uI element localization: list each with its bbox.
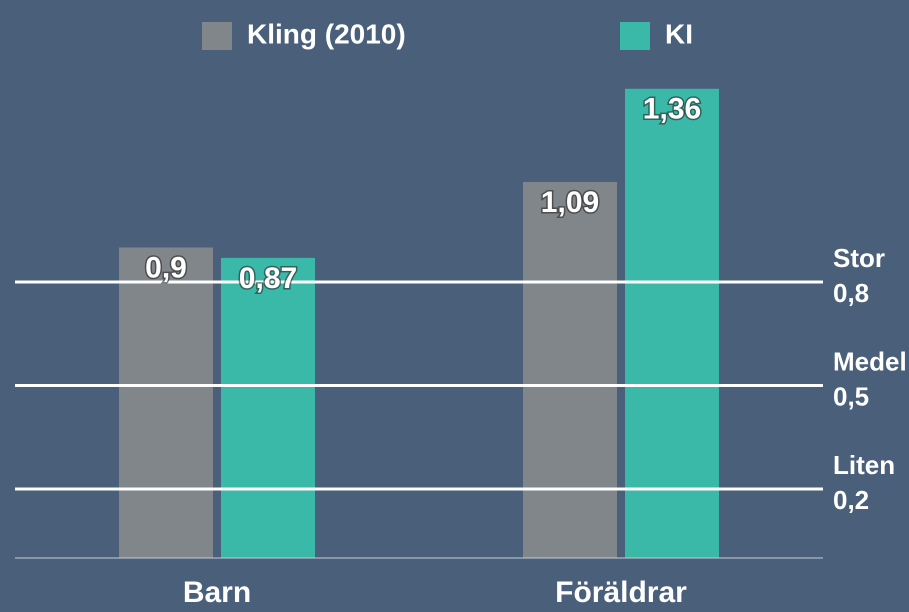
x-tick-label: Föräldrar	[555, 576, 687, 609]
value-label: 0,9	[145, 251, 187, 284]
reference-name: Medel	[833, 346, 907, 376]
reference-value: 0,2	[833, 485, 869, 515]
legend-swatch	[202, 22, 232, 50]
bar	[523, 181, 617, 558]
reference-value: 0,8	[833, 278, 869, 308]
value-label: 0,87	[239, 262, 297, 295]
reference-name: Stor	[833, 243, 885, 273]
bar	[221, 257, 315, 558]
reference-name: Liten	[833, 450, 895, 480]
legend-swatch	[620, 22, 650, 50]
legend-label: KI	[665, 18, 693, 49]
legend-label: Kling (2010)	[247, 18, 406, 49]
value-label: 1,09	[541, 186, 599, 219]
x-tick-label: Barn	[183, 576, 251, 609]
bar	[625, 88, 719, 559]
bar	[119, 247, 213, 558]
reference-value: 0,5	[833, 381, 869, 411]
value-label: 1,36	[643, 93, 701, 126]
